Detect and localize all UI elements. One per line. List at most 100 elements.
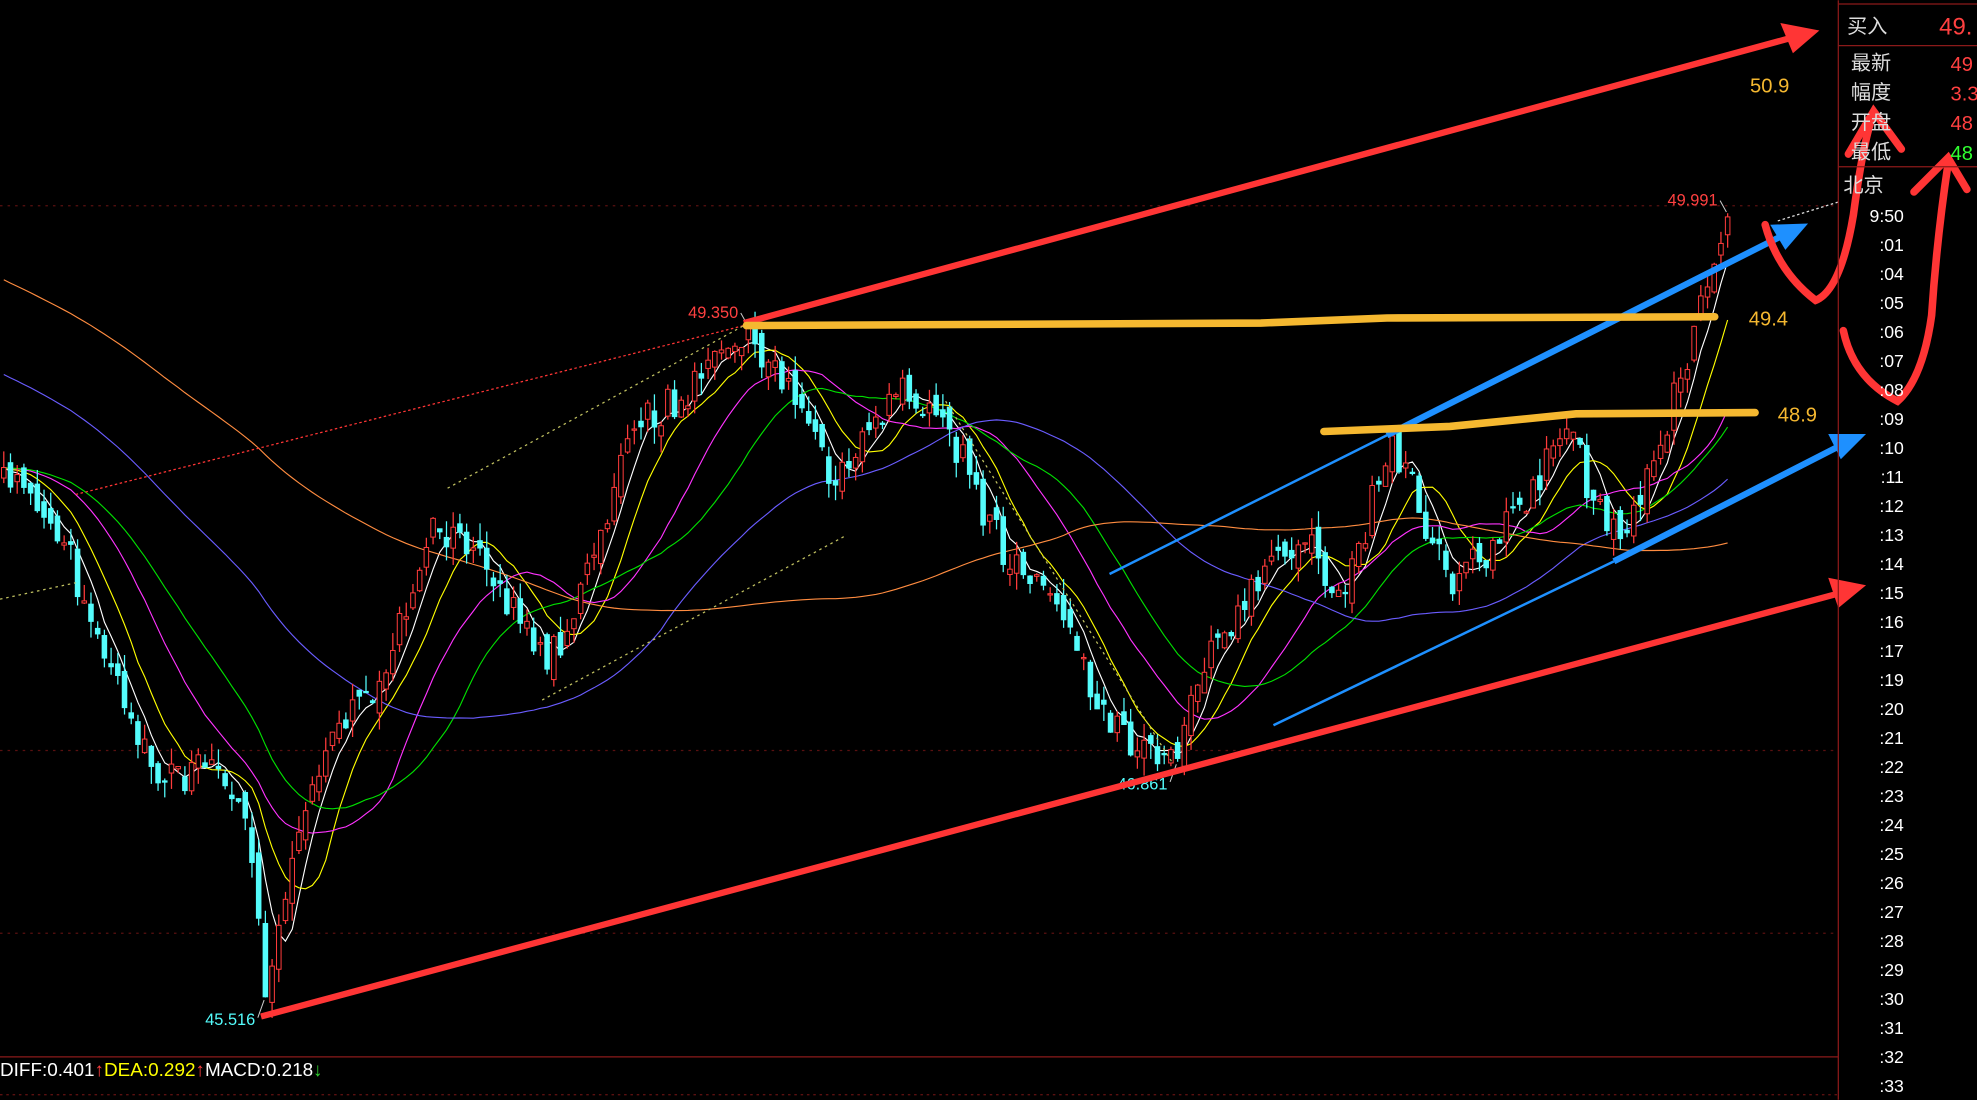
candle-body — [1000, 516, 1007, 565]
yellow-level-49-4 — [742, 312, 1719, 330]
candle-body — [1590, 489, 1597, 501]
price-label-pointer — [1719, 200, 1727, 213]
candle-body — [161, 780, 168, 783]
quote-label: 开盘 — [1851, 110, 1891, 134]
svg-text:DIFF:0.401↑DEA:0.292↑MACD:0.21: DIFF:0.401↑DEA:0.292↑MACD:0.218↓ — [0, 1060, 323, 1081]
time-label: :29 — [1879, 960, 1904, 980]
macd-arrow-icon: ↓ — [313, 1060, 322, 1081]
candle-body — [336, 722, 342, 739]
candle-body — [1503, 511, 1510, 543]
candle-body — [1101, 699, 1107, 705]
candle-body — [14, 474, 20, 483]
candle-body — [1215, 633, 1221, 638]
candle-body — [1094, 693, 1100, 710]
time-label: :16 — [1879, 612, 1904, 632]
candle-body — [1194, 684, 1201, 702]
time-label: :04 — [1879, 264, 1904, 284]
candle-body — [1490, 539, 1496, 571]
candle-body — [859, 431, 866, 463]
candle-body — [1402, 462, 1409, 469]
candle-body — [591, 554, 597, 558]
candle-body — [685, 405, 691, 410]
candle-body — [1604, 495, 1610, 532]
candle-body — [390, 649, 396, 675]
candle-body — [1168, 749, 1174, 764]
candle-body — [1074, 635, 1080, 651]
candle-body — [712, 350, 718, 368]
hand-drawn-arrow-right — [1910, 151, 1971, 196]
time-label: :01 — [1879, 235, 1904, 255]
candle-body — [41, 501, 47, 518]
candle-body — [953, 436, 960, 463]
candle-body — [805, 411, 812, 424]
candle-body — [1469, 548, 1476, 560]
candle-body — [121, 670, 128, 709]
candle-body — [27, 482, 34, 494]
time-label: :07 — [1879, 351, 1904, 371]
candle-body — [21, 467, 27, 488]
candle-body — [1335, 589, 1342, 598]
candle-body — [919, 413, 926, 417]
candle-body — [148, 745, 155, 767]
candle-body — [966, 438, 973, 475]
time-label: :21 — [1879, 728, 1904, 748]
candle-body — [1342, 591, 1349, 595]
candle-body — [698, 373, 705, 379]
candle-body — [1382, 465, 1389, 487]
candle-body — [1188, 694, 1194, 737]
candle-body — [1154, 746, 1161, 765]
macd-value: MACD:0.218 — [205, 1060, 313, 1081]
time-label: :33 — [1879, 1076, 1904, 1096]
candle-body — [1724, 216, 1731, 236]
candle-body — [383, 672, 389, 690]
candle-body — [497, 580, 503, 584]
price-label: 45.516 — [205, 1011, 255, 1029]
candle-body — [215, 765, 222, 770]
candle-body — [551, 636, 557, 681]
diff-value: DIFF:0.401 — [0, 1060, 95, 1081]
candle-body — [1268, 555, 1275, 562]
hand-drawn-check-mark — [1761, 109, 1878, 305]
candle-body — [1127, 721, 1134, 756]
candle-body — [1302, 542, 1308, 545]
time-label: :30 — [1879, 989, 1904, 1009]
upper-blue-arrowhead — [1770, 223, 1809, 250]
candle-body — [812, 419, 819, 432]
candle-body — [101, 635, 108, 659]
candle-body — [1657, 444, 1664, 459]
time-label: :26 — [1879, 873, 1904, 893]
candle-body — [725, 347, 731, 359]
time-label: :14 — [1879, 554, 1904, 574]
time-label: :28 — [1879, 931, 1904, 951]
level-label-50-9: 50.9 — [1750, 75, 1789, 97]
candle-body — [1033, 574, 1040, 577]
candle-body — [705, 359, 711, 369]
candle-body — [54, 515, 61, 542]
candle-body — [1516, 497, 1523, 505]
candle-body — [1322, 552, 1328, 586]
candle-body — [1228, 631, 1235, 637]
candle-body — [276, 924, 282, 970]
candle-body — [1597, 498, 1603, 502]
candle-body — [1376, 480, 1382, 485]
dea-value: DEA:0.292 — [104, 1060, 195, 1081]
candle-body — [1476, 543, 1483, 563]
candle-body — [1148, 735, 1154, 744]
candle-body — [1577, 437, 1583, 445]
candle-body — [463, 531, 470, 555]
candle-body — [718, 349, 725, 354]
time-label: :23 — [1879, 786, 1904, 806]
candle-body — [302, 810, 309, 841]
candle-body — [81, 600, 88, 604]
candle-body — [1456, 573, 1463, 592]
candle-body — [584, 562, 591, 576]
candle-body — [1295, 544, 1302, 569]
time-label: :13 — [1879, 525, 1904, 545]
candle-body — [671, 389, 678, 418]
price-label: 49.991 — [1667, 192, 1717, 210]
candle-body — [987, 514, 993, 522]
candle-body — [530, 627, 537, 652]
candle-body — [175, 765, 181, 770]
candle-body — [1630, 504, 1637, 537]
candle-body — [1704, 286, 1711, 298]
